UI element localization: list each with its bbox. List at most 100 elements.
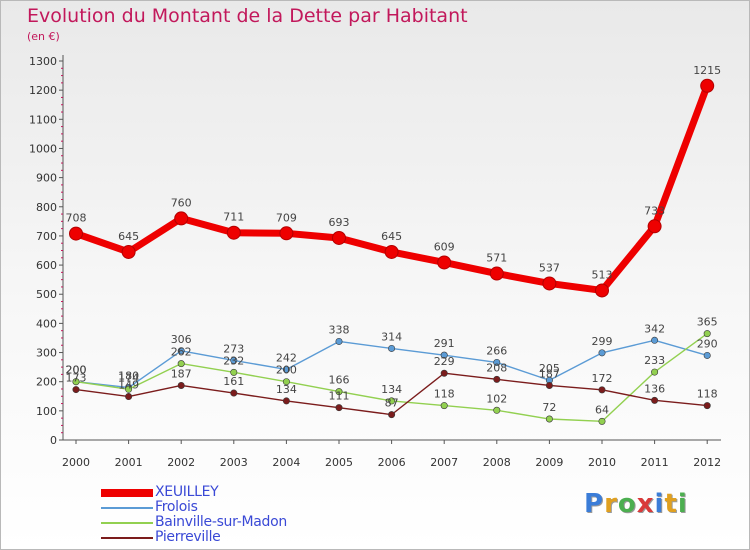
data-point	[647, 219, 662, 234]
data-label: 174	[118, 371, 139, 384]
data-point	[279, 226, 294, 241]
x-tick-label: 2005	[325, 456, 353, 469]
data-label: 118	[434, 388, 455, 401]
data-label: 262	[171, 346, 192, 359]
data-point	[700, 78, 715, 93]
data-point	[651, 368, 659, 376]
y-tick-label: 600	[36, 259, 57, 272]
data-point	[121, 244, 136, 259]
data-label: 342	[644, 322, 665, 335]
y-tick-label: 400	[36, 317, 57, 330]
data-point	[384, 244, 399, 259]
data-point	[230, 389, 238, 397]
data-point	[335, 337, 343, 345]
data-point	[177, 381, 185, 389]
series-line-xeuilley	[72, 82, 711, 294]
data-label: 187	[539, 367, 560, 380]
data-label: 273	[223, 342, 244, 355]
data-label: 149	[118, 379, 139, 392]
data-label: 291	[434, 337, 455, 350]
x-tick-label: 2004	[272, 456, 300, 469]
data-point	[440, 351, 448, 359]
data-label: 187	[171, 367, 192, 380]
x-tick-label: 2011	[641, 456, 669, 469]
data-point	[177, 347, 185, 355]
data-label: 338	[329, 323, 350, 336]
data-point	[703, 402, 711, 410]
data-label: 232	[223, 354, 244, 367]
chart-unit-label: (en €)	[27, 30, 60, 43]
data-label: 64	[595, 403, 609, 416]
data-point	[388, 411, 396, 419]
legend-swatch	[101, 537, 153, 539]
legend-swatch	[101, 507, 153, 509]
data-label: 180	[118, 370, 139, 383]
data-label: 571	[486, 252, 507, 265]
data-point	[542, 276, 557, 291]
data-label: 1215	[693, 64, 721, 77]
data-point	[703, 330, 711, 338]
y-tick-label: 1100	[29, 113, 57, 126]
legend-label: Pierreville	[155, 529, 221, 545]
data-point	[388, 344, 396, 352]
data-label: 708	[66, 212, 87, 225]
data-label: 645	[118, 230, 139, 243]
data-label: 233	[644, 354, 665, 367]
x-tick-label: 2000	[62, 456, 90, 469]
data-point	[595, 283, 609, 298]
data-point	[282, 365, 290, 373]
x-tick-label: 2002	[167, 456, 195, 469]
y-tick-label: 100	[36, 405, 57, 418]
data-point	[440, 369, 448, 377]
data-point	[282, 378, 290, 386]
data-point	[125, 385, 133, 393]
x-tick-label: 2010	[588, 456, 616, 469]
data-label: 693	[329, 216, 350, 229]
y-tick-label: 1000	[29, 142, 57, 155]
data-point	[489, 266, 504, 281]
chart-title: Evolution du Montant de la Dette par Hab…	[27, 5, 468, 27]
data-label: 365	[697, 316, 718, 329]
data-point	[335, 404, 343, 412]
x-tick-label: 2003	[220, 456, 248, 469]
data-label: 87	[385, 397, 399, 410]
data-label: 208	[486, 361, 507, 374]
data-point	[440, 402, 448, 410]
data-label: 136	[644, 382, 665, 395]
data-label: 645	[381, 230, 402, 243]
data-point	[226, 225, 241, 240]
data-point	[388, 397, 396, 405]
data-point	[493, 406, 501, 414]
y-tick-label: 200	[36, 376, 57, 389]
data-label: 200	[66, 364, 87, 377]
data-label: 205	[539, 362, 560, 375]
data-label: 118	[697, 388, 718, 401]
data-point	[177, 360, 185, 368]
data-label: 161	[223, 375, 244, 388]
data-point	[598, 386, 606, 394]
data-label: 306	[171, 333, 192, 346]
data-point	[230, 356, 238, 364]
y-tick-label: 800	[36, 201, 57, 214]
data-point	[72, 378, 80, 386]
data-point	[282, 397, 290, 405]
data-label: 314	[381, 330, 402, 343]
data-label: 537	[539, 261, 560, 274]
y-tick-label: 700	[36, 230, 57, 243]
data-label: 290	[697, 337, 718, 350]
data-label: 102	[486, 392, 507, 405]
x-tick-label: 2007	[430, 456, 458, 469]
data-point	[651, 336, 659, 344]
x-tick-label: 2001	[115, 456, 143, 469]
legend-label: XEUILLEY	[155, 484, 219, 500]
data-label: 709	[276, 211, 297, 224]
y-tick-label: 300	[36, 347, 57, 360]
legend-label: Frolois	[155, 499, 198, 515]
data-point	[174, 211, 189, 226]
data-point	[493, 358, 501, 366]
data-label: 111	[329, 390, 350, 403]
data-label: 134	[381, 383, 402, 396]
legend-swatch	[101, 489, 153, 497]
